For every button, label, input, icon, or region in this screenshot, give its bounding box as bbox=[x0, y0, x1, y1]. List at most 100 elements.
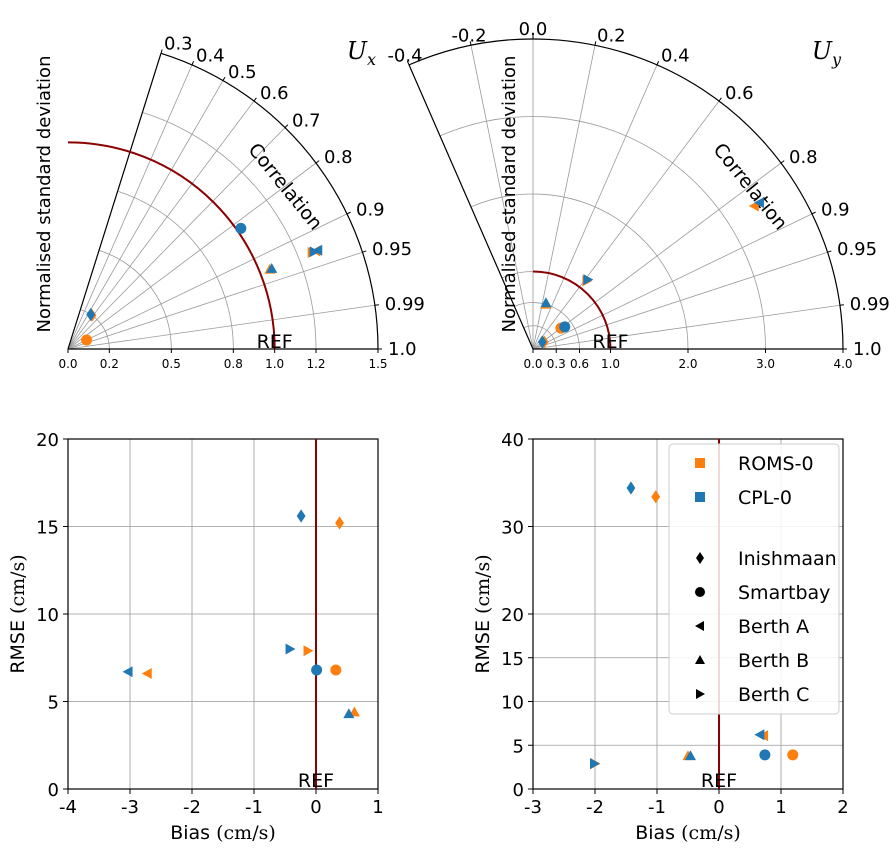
point-cpl-0-smartbay bbox=[311, 664, 323, 676]
corr-tick bbox=[253, 97, 257, 102]
legend-label-roms-0: ROMS-0 bbox=[738, 453, 814, 475]
corr-tick-label: 0.4 bbox=[661, 46, 690, 67]
std-tick-label: 1.5 bbox=[368, 357, 387, 371]
x-tick-label: -3 bbox=[121, 797, 139, 818]
std-grid-arc bbox=[514, 302, 580, 350]
std-tick-label: 1.2 bbox=[306, 357, 325, 371]
correlation-axis-label: Correlation bbox=[709, 139, 792, 234]
corr-tick bbox=[839, 304, 844, 306]
y-tick-label: 40 bbox=[501, 430, 524, 451]
corr-tick bbox=[315, 160, 320, 164]
y-axis-label: RMSE (cm/s) bbox=[472, 554, 494, 673]
x-tick-label: 1 bbox=[372, 797, 383, 818]
y-tick-label: 5 bbox=[513, 736, 524, 757]
std-grid-arc bbox=[80, 309, 110, 350]
corr-tick-label: 0.99 bbox=[850, 294, 890, 315]
legend-label-berth-b: Berth B bbox=[738, 650, 809, 672]
corr-tick-label: 0.3 bbox=[164, 34, 193, 55]
x-tick-label: 0 bbox=[713, 797, 724, 818]
y-tick-label: 15 bbox=[36, 518, 59, 539]
plot-frame bbox=[532, 438, 844, 790]
corr-tick bbox=[346, 211, 351, 215]
legend-swatch-cpl-0 bbox=[695, 492, 705, 502]
legend-label-berth-c: Berth C bbox=[738, 684, 809, 706]
point-cpl-0-berth-c bbox=[583, 274, 594, 286]
point-cpl-0-smartbay bbox=[235, 222, 247, 234]
corr-grid-line bbox=[532, 162, 782, 350]
corr-tick-label: 0.6 bbox=[725, 83, 754, 104]
legend-label-cpl-0: CPL-0 bbox=[738, 487, 792, 509]
corr-grid-line bbox=[67, 162, 317, 350]
x-tick-label: -1 bbox=[245, 797, 263, 818]
corr-tick bbox=[656, 61, 660, 66]
corr-grid-line bbox=[67, 100, 255, 350]
point-roms-0-smartbay bbox=[330, 664, 342, 676]
legend-marker-inishmaan bbox=[696, 552, 704, 564]
x-tick-label: 1 bbox=[775, 797, 786, 818]
point-cpl-0-berth-b bbox=[684, 750, 696, 761]
corr-grid-line bbox=[67, 127, 286, 350]
y-tick-label: 10 bbox=[501, 693, 524, 714]
std-tick-label: 0.3 bbox=[547, 357, 566, 371]
corr-tick-label: 0.5 bbox=[228, 62, 257, 83]
point-cpl-0-inishmaan bbox=[626, 481, 636, 495]
corr-tick-label: -0.4 bbox=[387, 46, 422, 67]
corr-grid-line bbox=[532, 213, 813, 350]
legend-swatch-roms-0 bbox=[695, 458, 705, 468]
reference-label: REF bbox=[298, 770, 334, 792]
reference-label: REF bbox=[592, 331, 628, 353]
corr-grid-line bbox=[532, 304, 840, 350]
std-tick-label: 0.8 bbox=[224, 357, 243, 371]
y-tick-label: 0 bbox=[513, 780, 524, 801]
point-roms-0-inishmaan bbox=[651, 490, 661, 504]
reference-arc bbox=[532, 270, 612, 350]
corr-grid-line bbox=[67, 213, 348, 350]
corr-grid-line bbox=[67, 80, 224, 350]
corr-tick-label: 0.8 bbox=[324, 147, 353, 168]
plot-frame bbox=[67, 438, 379, 790]
y-tick-label: 15 bbox=[501, 649, 524, 670]
taylor-diagram-uy: REF 0.0 0.3 0.6 1.0 2.0 3.0 4.0 -0.4 -0.2 0.0 0.2 0.… bbox=[387, 19, 889, 371]
corr-grid-line bbox=[532, 64, 658, 350]
std-tick-label: 0.0 bbox=[58, 357, 77, 371]
corr-tick bbox=[718, 97, 722, 102]
corr-tick bbox=[191, 61, 195, 66]
corr-tick-label: 0.95 bbox=[372, 239, 412, 260]
corr-tick-label: 0.99 bbox=[385, 294, 425, 315]
corr-tick-label: 0.6 bbox=[260, 83, 289, 104]
y-axis-label: Normalised standard deviation bbox=[499, 56, 520, 333]
point-cpl-0-smartbay bbox=[759, 749, 771, 761]
point-cpl-0-berth-c bbox=[285, 643, 296, 655]
point-cpl-0-berth-b bbox=[540, 297, 552, 308]
panel-title: Ux bbox=[347, 37, 376, 69]
y-tick-label: 20 bbox=[36, 430, 59, 451]
outer-arc bbox=[160, 52, 379, 350]
corr-grid-line bbox=[532, 100, 720, 350]
y-tick-label: 10 bbox=[36, 605, 59, 626]
corr-tick bbox=[594, 41, 597, 46]
std-tick-label: 0.5 bbox=[162, 357, 181, 371]
point-cpl-0-inishmaan bbox=[86, 307, 96, 322]
point-cpl-0-inishmaan bbox=[296, 509, 306, 523]
std-tick-label: 0.0 bbox=[523, 357, 542, 371]
y-tick-label: 20 bbox=[501, 605, 524, 626]
reference-label: REF bbox=[701, 770, 737, 792]
x-tick-label: -3 bbox=[524, 797, 542, 818]
std-grid-arc bbox=[129, 151, 276, 350]
corr-tick bbox=[406, 61, 410, 66]
corr-tick bbox=[780, 160, 785, 164]
point-cpl-0-berth-a bbox=[754, 729, 765, 741]
point-roms-0-berth-c bbox=[303, 645, 314, 657]
corr-tick-label: 0.9 bbox=[821, 200, 850, 221]
legend-marker-berth-b bbox=[695, 655, 705, 664]
corr-grid-line bbox=[532, 45, 596, 350]
panel-title: Uy bbox=[812, 37, 842, 69]
y-tick-label: 0 bbox=[48, 780, 59, 801]
y-axis-label: RMSE (cm/s) bbox=[7, 554, 29, 673]
point-cpl-0-inishmaan bbox=[537, 335, 547, 349]
x-tick-label: -1 bbox=[648, 797, 666, 818]
legend-marker-berth-c bbox=[696, 689, 705, 699]
y-tick-label: 5 bbox=[48, 693, 59, 714]
